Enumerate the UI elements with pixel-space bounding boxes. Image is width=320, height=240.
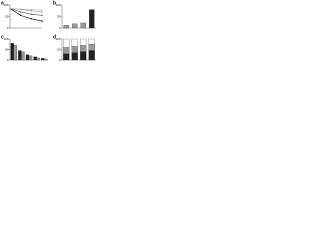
- bar-segment: [63, 53, 70, 61]
- bar: [36, 57, 40, 61]
- bar-segment: [80, 51, 87, 61]
- point: [41, 11, 43, 13]
- point: [30, 8, 33, 11]
- bar: [41, 58, 45, 61]
- y-tick-label: 0: [7, 26, 9, 30]
- series-line: [9, 8, 43, 11]
- bar-segment: [63, 47, 70, 54]
- point: [19, 8, 22, 10]
- y-tick-label: 0: [59, 26, 61, 30]
- point: [30, 13, 33, 15]
- point: [30, 10, 33, 12]
- bar: [80, 22, 86, 29]
- bar: [10, 43, 14, 61]
- point: [19, 14, 22, 17]
- bar-segment: [88, 38, 95, 45]
- y-tick-label: 0: [7, 58, 9, 62]
- bar-segment: [80, 38, 87, 46]
- point: [30, 18, 33, 20]
- y-tick-label: 50: [5, 47, 9, 51]
- bar: [25, 54, 30, 61]
- bar: [13, 45, 17, 61]
- y-tick-label: 50: [57, 47, 61, 51]
- bar-segment: [71, 46, 78, 53]
- bar: [33, 56, 37, 61]
- y-tick-label: 100: [3, 3, 8, 7]
- bar-segment: [71, 52, 78, 61]
- y-tick-label: 100: [55, 37, 60, 41]
- bar-segment: [71, 38, 78, 47]
- y-tick-label: 100: [3, 37, 8, 41]
- bar: [28, 55, 33, 61]
- point: [9, 7, 11, 10]
- y-tick-label: 0: [59, 58, 61, 62]
- bar-segment: [88, 44, 95, 51]
- bar: [44, 58, 48, 61]
- series-line: [9, 8, 43, 22]
- panel-label: d: [53, 34, 56, 40]
- bar: [63, 25, 69, 29]
- bar-segment: [88, 50, 95, 61]
- point: [41, 14, 43, 17]
- point: [19, 11, 22, 13]
- bar-segment: [80, 45, 87, 52]
- bar: [72, 23, 78, 29]
- series-line: [9, 8, 43, 16]
- panel-label: c: [1, 34, 4, 40]
- bar-segment: [63, 38, 70, 48]
- panel-label: b: [53, 0, 56, 6]
- panel-label: a: [1, 0, 4, 6]
- y-tick-label: 50: [57, 14, 61, 18]
- bar: [18, 50, 22, 61]
- point: [41, 9, 43, 11]
- y-tick-label: 100: [55, 3, 60, 7]
- y-tick-label: 50: [5, 14, 9, 18]
- bar: [21, 51, 25, 61]
- bar: [89, 9, 95, 29]
- point: [41, 20, 43, 22]
